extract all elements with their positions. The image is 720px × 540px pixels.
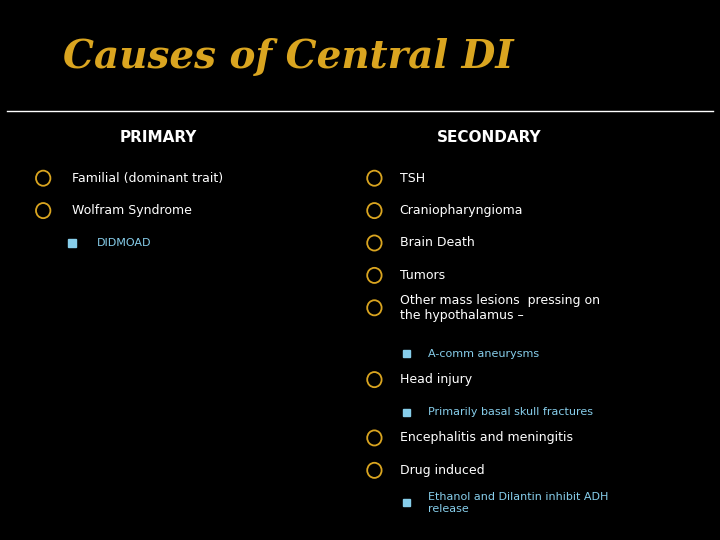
Bar [403,350,410,357]
Text: Craniopharyngioma: Craniopharyngioma [400,204,523,217]
Text: Primarily basal skull fractures: Primarily basal skull fractures [428,407,593,417]
Text: SECONDARY: SECONDARY [437,130,542,145]
Text: Brain Death: Brain Death [400,237,474,249]
Bar [403,408,410,416]
Text: Causes of Central DI: Causes of Central DI [63,38,513,76]
Text: PRIMARY: PRIMARY [120,130,197,145]
Text: A-comm aneurysms: A-comm aneurysms [428,349,539,359]
Text: Other mass lesions  pressing on
the hypothalamus –: Other mass lesions pressing on the hypot… [400,294,600,322]
Text: Wolfram Syndrome: Wolfram Syndrome [72,204,192,217]
Text: Encephalitis and meningitis: Encephalitis and meningitis [400,431,572,444]
Text: Drug induced: Drug induced [400,464,485,477]
Text: Head injury: Head injury [400,373,472,386]
Text: Familial (dominant trait): Familial (dominant trait) [72,172,223,185]
Text: DIDMOAD: DIDMOAD [97,238,152,248]
Bar [403,499,410,507]
Text: Tumors: Tumors [400,269,445,282]
Text: Ethanol and Dilantin inhibit ADH
release: Ethanol and Dilantin inhibit ADH release [428,492,609,514]
Text: TSH: TSH [400,172,425,185]
Bar [68,239,76,246]
